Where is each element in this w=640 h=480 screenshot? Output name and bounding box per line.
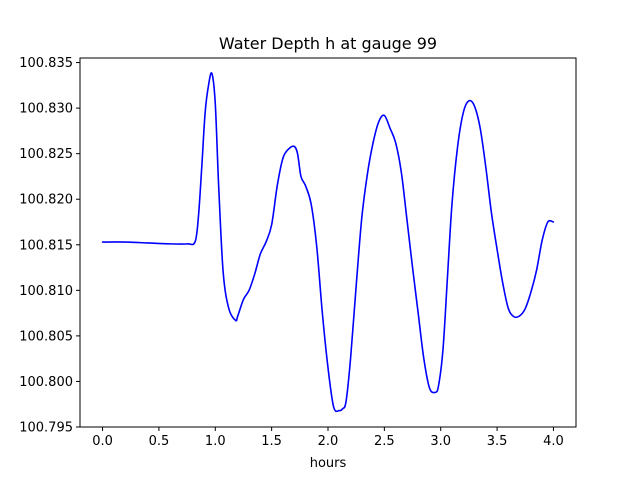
y-tick-label: 100.800 (19, 375, 73, 390)
x-tick-label: 0.0 (92, 434, 113, 449)
y-tick-label: 100.835 (19, 56, 73, 71)
y-tick-label: 100.795 (19, 421, 73, 436)
y-tick-label: 100.820 (19, 193, 73, 208)
x-tick-label: 2.5 (374, 434, 395, 449)
y-tick-label: 100.810 (19, 284, 73, 299)
x-tick-label: 3.0 (430, 434, 451, 449)
x-tick-label: 0.5 (149, 434, 170, 449)
y-axis-ticks: 100.795 100.800 100.805 100.810 100.815 100.8… (19, 56, 80, 436)
x-tick-label: 1.0 (205, 434, 226, 449)
y-tick-label: 100.815 (19, 238, 73, 253)
y-tick-label: 100.825 (19, 147, 73, 162)
x-axis-label: hours (310, 456, 347, 471)
series-line (101, 72, 555, 413)
y-tick-label: 100.830 (19, 102, 73, 117)
y-tick-label: 100.805 (19, 329, 73, 344)
x-tick-label: 1.5 (261, 434, 282, 449)
x-tick-label: 2.0 (318, 434, 339, 449)
x-axis-ticks: 0.0 0.5 1.0 1.5 2.0 2.5 3.0 3.5 4.0 (92, 427, 564, 449)
chart-title: Water Depth h at gauge 99 (219, 34, 437, 53)
x-tick-label: 4.0 (543, 434, 564, 449)
x-tick-label: 3.5 (487, 434, 508, 449)
